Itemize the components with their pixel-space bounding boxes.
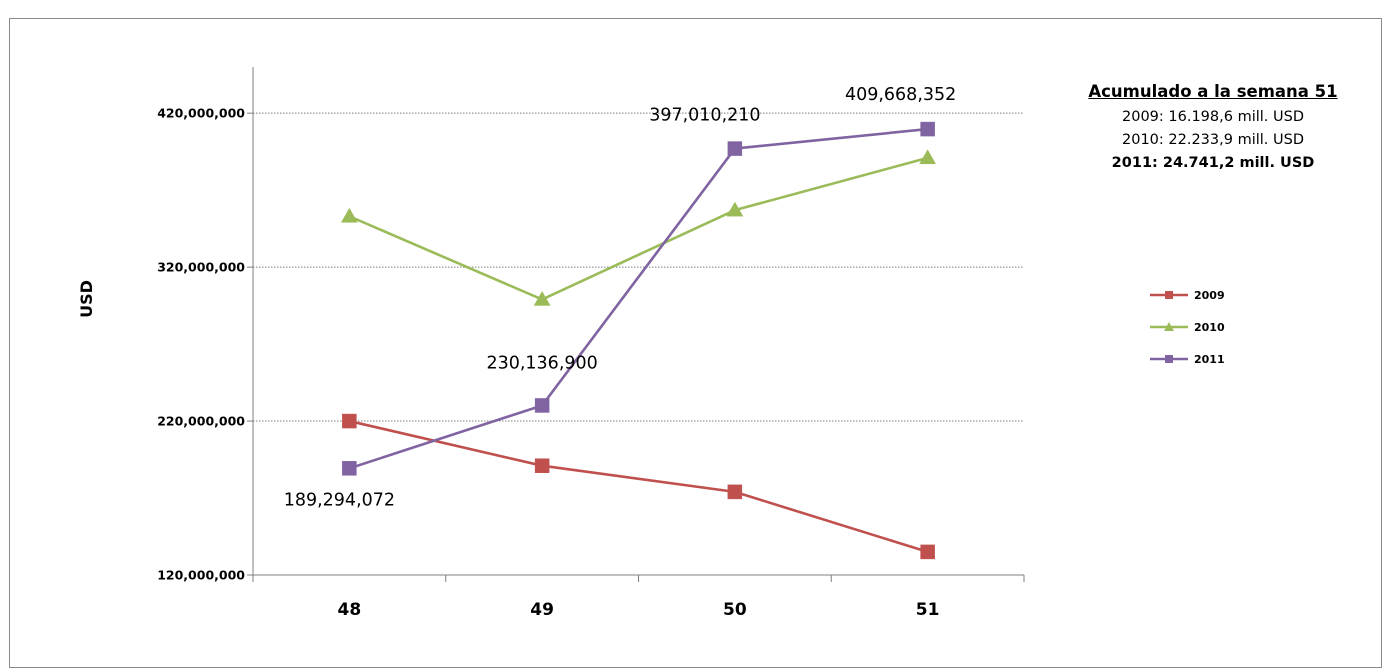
series-lines — [340, 121, 937, 560]
data-point-2011 — [534, 398, 550, 413]
data-labels: 189,294,072 230,136,900 397,010,210 409,668… — [284, 85, 957, 510]
y-tick-label: 320,000,000 — [157, 260, 245, 275]
data-point-2010 — [726, 201, 744, 217]
legend-marker-2010 — [1164, 322, 1174, 331]
y-axis-label: USD — [77, 280, 96, 318]
data-point-2009 — [534, 458, 550, 473]
data-point-2010 — [919, 149, 937, 165]
legend-marker-2011 — [1165, 355, 1173, 363]
legend-label-2011: 2011 — [1194, 353, 1225, 366]
legend-label-2009: 2009 — [1194, 289, 1225, 302]
legend-label-2010: 2010 — [1194, 321, 1225, 334]
x-tick-label: 51 — [916, 600, 940, 620]
axes: 120,000,000 220,000,000 320,000,000 420,000… — [157, 67, 1025, 620]
data-label: 189,294,072 — [284, 490, 395, 510]
y-tick-label: 220,000,000 — [157, 414, 245, 429]
data-point-2011 — [727, 141, 743, 156]
data-point-2009 — [920, 544, 935, 560]
series-line-2009 — [349, 419, 929, 554]
series-line-2010 — [348, 156, 928, 301]
summary-line-2009: 2009: 16.198,6 mill. USD — [1122, 109, 1304, 125]
legend: 2009 2010 2011 — [1150, 289, 1225, 366]
data-point-2011 — [920, 121, 935, 137]
data-label: 397,010,210 — [649, 106, 760, 126]
data-point-2011 — [342, 461, 357, 476]
data-point-2010 — [533, 290, 551, 306]
data-point-2009 — [342, 413, 357, 429]
summary-line-2010: 2010: 22.233,9 mill. USD — [1122, 132, 1304, 148]
chart-frame — [9, 18, 1382, 668]
cumulative-summary: Acumulado a la semana 51 2009: 16.198,6 … — [1058, 82, 1368, 175]
data-point-2009 — [727, 484, 743, 500]
summary-title: Acumulado a la semana 51 — [1088, 82, 1338, 101]
series-line-2011 — [348, 127, 928, 470]
y-tick-label: 420,000,000 — [157, 106, 245, 121]
summary-line-2011: 2011: 24.741,2 mill. USD — [1111, 155, 1315, 171]
legend-marker-2009 — [1165, 291, 1173, 299]
gridlines — [253, 112, 1024, 422]
y-tick-label: 120,000,000 — [157, 568, 245, 583]
x-tick-label: 50 — [723, 600, 747, 620]
x-tick-label: 49 — [530, 600, 554, 620]
x-tick-label: 48 — [338, 600, 362, 620]
data-label: 409,668,352 — [845, 85, 956, 105]
data-point-2010 — [340, 207, 358, 223]
data-label: 230,136,900 — [486, 353, 597, 373]
